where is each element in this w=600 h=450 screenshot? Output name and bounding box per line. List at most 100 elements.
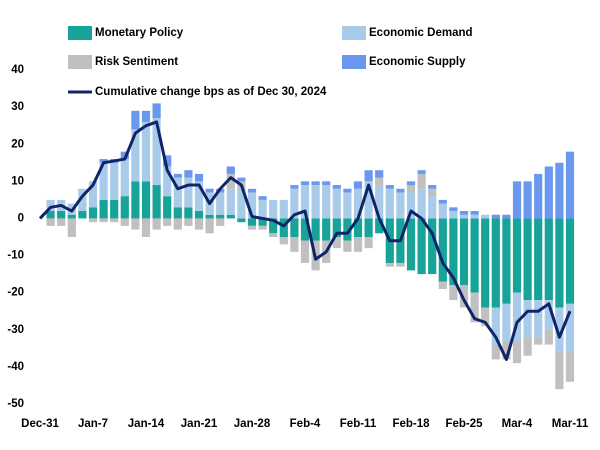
- bar-segment: [279, 237, 288, 245]
- bar-segment: [332, 188, 341, 219]
- legend-label: Risk Sentiment: [95, 56, 178, 68]
- bar-segment: [491, 214, 500, 219]
- bar-segment: [375, 218, 384, 234]
- bar-segment: [311, 181, 320, 186]
- bar-segment: [152, 118, 161, 186]
- bar-segment: [300, 240, 310, 263]
- bar-segment: [141, 181, 151, 219]
- bar-segment: [406, 192, 416, 219]
- bar-segment: [163, 155, 172, 167]
- x-tick-label: Jan-28: [234, 418, 271, 430]
- bar-segment: [311, 218, 320, 241]
- bar-segment: [428, 218, 437, 275]
- bar-segment: [46, 218, 55, 226]
- bar-segment: [152, 103, 161, 119]
- bar-segment: [131, 129, 140, 182]
- bar-segment: [184, 218, 193, 226]
- bar-segment: [523, 300, 532, 338]
- bar-segment: [110, 199, 119, 219]
- y-tick-label: -20: [7, 287, 24, 299]
- x-tick-label: Feb-25: [445, 418, 483, 430]
- bar-segment: [205, 188, 214, 193]
- bar-segment: [237, 218, 246, 223]
- bar-segment: [491, 344, 500, 360]
- bar-segment: [406, 181, 416, 186]
- bar-segment: [67, 214, 76, 219]
- bar-segment: [57, 218, 66, 226]
- bar-segment: [163, 218, 172, 226]
- bar-segment: [502, 214, 511, 219]
- bar-segment: [502, 303, 511, 341]
- bar-segment: [173, 177, 182, 208]
- bar-segment: [459, 285, 469, 308]
- x-tick-label: Feb-11: [340, 418, 377, 430]
- bar-segment: [184, 177, 193, 208]
- bar-segment: [343, 188, 352, 193]
- bar-segment: [438, 218, 447, 282]
- bar-segment: [46, 199, 55, 212]
- bar-segment: [523, 337, 532, 356]
- bar-segment: [364, 237, 373, 249]
- x-tick-label: Feb-4: [290, 418, 321, 430]
- bar-segment: [279, 199, 288, 219]
- bar-segment: [141, 110, 151, 122]
- bar-segment: [417, 188, 426, 219]
- bar-segment: [375, 177, 384, 186]
- bar-segment: [332, 185, 341, 189]
- bar-segment: [99, 159, 108, 163]
- bar-segment: [78, 211, 87, 219]
- bar-segment: [290, 237, 299, 252]
- bar-segment: [343, 218, 352, 241]
- bar-segment: [57, 211, 66, 219]
- bar-segment: [385, 262, 394, 267]
- bar-segment: [247, 188, 257, 193]
- bar-segment: [237, 188, 246, 219]
- bar-segment: [322, 185, 331, 219]
- bar-segment: [173, 218, 182, 230]
- bar-segment: [258, 196, 267, 200]
- bar-segment: [141, 121, 151, 182]
- bar-segment: [194, 173, 204, 182]
- bar-segment: [512, 181, 522, 219]
- bar-segment: [258, 199, 267, 219]
- bar-segment: [194, 211, 204, 219]
- bar-segment: [534, 300, 543, 338]
- bar-segment: [396, 188, 405, 193]
- bar-segment: [481, 307, 490, 327]
- x-tick-label: Mar-4: [502, 418, 533, 430]
- bar-segment: [470, 211, 479, 215]
- x-tick-label: Jan-7: [78, 418, 108, 430]
- bar-segment: [194, 218, 204, 230]
- bar-segment: [353, 181, 363, 189]
- bar-segment: [120, 196, 129, 219]
- bar-segment: [99, 199, 108, 219]
- bar-segment: [226, 188, 235, 215]
- bar-segment: [269, 233, 278, 237]
- bar-segment: [332, 237, 341, 249]
- bar-segment: [470, 218, 479, 293]
- legend-swatch: [68, 55, 92, 69]
- y-tick-label: 0: [18, 212, 24, 224]
- bar-segment: [449, 285, 458, 301]
- bar-segment: [502, 218, 511, 304]
- bar-segment: [300, 185, 310, 219]
- y-tick-label: 40: [11, 64, 24, 76]
- legend-swatch: [68, 26, 92, 40]
- bar-segment: [290, 188, 299, 219]
- y-tick-label: -30: [7, 324, 24, 336]
- bar-segment: [565, 218, 575, 304]
- legend-swatch: [342, 26, 366, 40]
- bar-segment: [544, 218, 553, 301]
- bar-segment: [141, 218, 151, 237]
- x-tick-label: Jan-21: [181, 418, 218, 430]
- bar-segment: [322, 218, 331, 241]
- bar-segment: [459, 218, 469, 286]
- legend-swatch: [342, 55, 366, 69]
- bar-segment: [449, 207, 458, 212]
- bar-segment: [364, 170, 373, 182]
- y-tick-label: 10: [11, 175, 24, 187]
- bar-segment: [364, 218, 373, 237]
- bar-segment: [502, 340, 511, 360]
- bar-segment: [343, 192, 352, 219]
